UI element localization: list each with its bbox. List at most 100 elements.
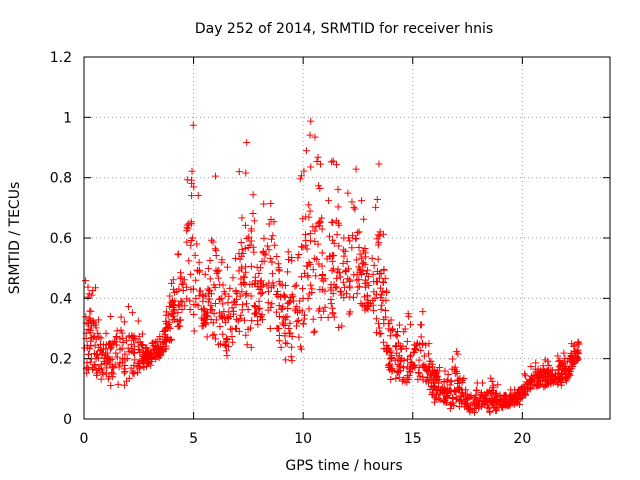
data-point	[309, 266, 317, 274]
data-point	[238, 306, 246, 314]
data-point	[488, 390, 496, 398]
data-point	[554, 376, 562, 384]
data-point	[220, 308, 228, 316]
data-point	[183, 176, 191, 184]
data-point	[413, 342, 421, 350]
data-point	[88, 334, 96, 342]
data-point	[147, 361, 155, 369]
data-point	[560, 349, 568, 357]
data-point	[419, 308, 427, 316]
data-point	[175, 285, 183, 293]
y-tick-label: 0.2	[50, 352, 72, 368]
data-point	[179, 279, 187, 287]
data-point	[120, 381, 128, 389]
data-point	[356, 250, 364, 258]
data-point	[264, 299, 272, 307]
data-point	[316, 218, 324, 226]
data-point	[370, 307, 378, 315]
data-point	[309, 315, 317, 323]
data-point	[372, 203, 380, 211]
data-point	[220, 341, 228, 349]
data-point	[232, 315, 240, 323]
data-point	[510, 401, 518, 409]
data-point	[244, 305, 252, 313]
data-point	[451, 386, 459, 394]
data-point	[150, 346, 158, 354]
data-point	[242, 221, 250, 229]
data-point	[165, 302, 173, 310]
data-point	[89, 287, 97, 295]
data-point	[242, 291, 250, 299]
data-point	[370, 288, 378, 296]
data-point	[425, 340, 433, 348]
data-point	[212, 246, 220, 254]
data-point	[458, 399, 466, 407]
data-point	[328, 218, 336, 226]
data-point	[206, 275, 214, 283]
data-point	[236, 292, 244, 300]
data-point	[380, 315, 388, 323]
data-point	[302, 236, 310, 244]
data-point	[200, 292, 208, 300]
data-point	[138, 330, 146, 338]
data-point	[224, 314, 232, 322]
data-point	[543, 381, 551, 389]
data-point	[376, 330, 384, 338]
data-point	[274, 324, 282, 332]
data-point	[130, 332, 138, 340]
data-point	[175, 322, 183, 330]
data-point	[170, 305, 178, 313]
data-point	[249, 209, 257, 217]
data-point	[209, 238, 217, 246]
data-point	[356, 266, 364, 274]
data-point	[296, 175, 304, 183]
data-point	[188, 167, 196, 175]
data-point	[358, 254, 366, 262]
data-point	[178, 298, 186, 306]
data-point	[208, 306, 216, 314]
data-point	[90, 318, 98, 326]
data-point	[249, 191, 257, 199]
data-point	[118, 358, 126, 366]
data-point	[194, 302, 202, 310]
data-point	[190, 183, 198, 191]
data-point	[277, 343, 285, 351]
data-point	[571, 347, 579, 355]
data-point	[362, 253, 370, 261]
data-point	[282, 356, 290, 364]
data-point	[426, 357, 434, 365]
data-point	[226, 284, 234, 292]
data-point	[212, 335, 220, 343]
data-point	[296, 343, 304, 351]
data-point	[235, 168, 243, 176]
data-point	[404, 310, 412, 318]
x-tick-label: 15	[404, 431, 422, 447]
data-point	[423, 365, 431, 373]
data-point	[304, 272, 312, 280]
data-point	[324, 314, 332, 322]
data-point	[488, 377, 496, 385]
data-point	[121, 367, 129, 375]
data-point	[406, 353, 414, 361]
data-point	[265, 279, 273, 287]
data-point	[351, 205, 359, 213]
data-point	[130, 349, 138, 357]
data-point	[166, 292, 174, 300]
data-point	[355, 244, 363, 252]
data-point	[94, 329, 102, 337]
data-point	[283, 340, 291, 348]
data-point	[248, 317, 256, 325]
data-point	[255, 285, 263, 293]
data-point	[86, 329, 94, 337]
data-point	[288, 343, 296, 351]
data-point	[535, 380, 543, 388]
data-point	[209, 331, 217, 339]
data-point	[213, 269, 221, 277]
data-point	[392, 331, 400, 339]
data-point	[274, 260, 282, 268]
data-point	[518, 384, 526, 392]
data-point	[306, 230, 314, 238]
data-point	[169, 302, 177, 310]
data-point	[334, 219, 342, 227]
data-point	[247, 343, 255, 351]
